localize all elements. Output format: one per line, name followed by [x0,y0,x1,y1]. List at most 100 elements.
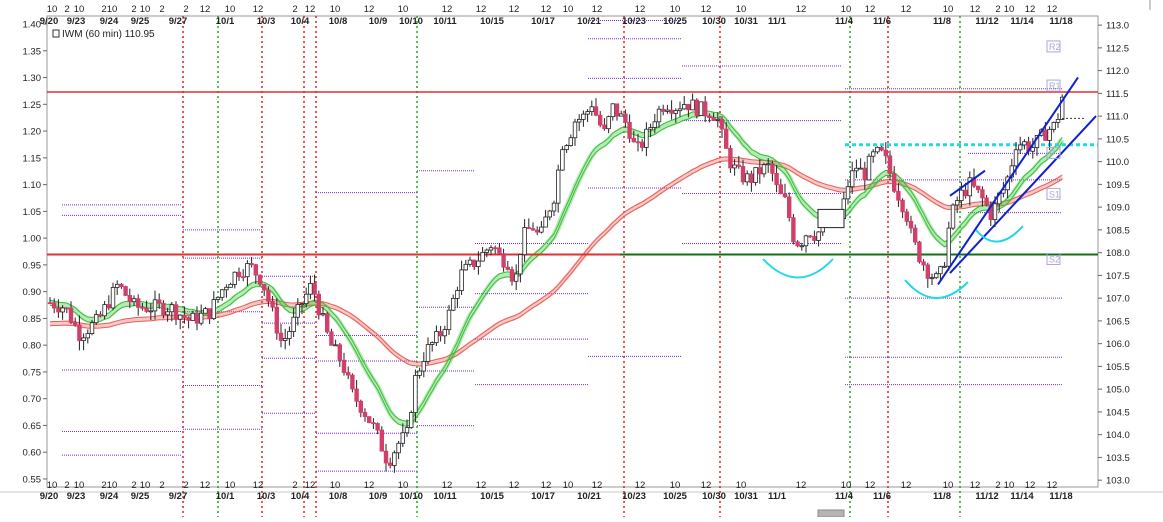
candle-body [648,127,653,130]
x-date-label-top: 10/25 [663,16,687,27]
candle-body [404,427,410,434]
candle-body [1047,128,1052,141]
candle-body [791,217,796,243]
right-axis-label: 103.0 [1106,476,1130,487]
candle-body [665,109,670,112]
x-hour-label-bottom: 12 [442,480,453,491]
pivot-label-box [1046,252,1061,265]
x-hour-label-top: 12 [701,4,712,15]
x-date-label-bottom: 9/23 [67,491,86,502]
x-date-label-bottom: 9/20 [40,491,59,502]
x-date-label-top: 11/6 [873,16,891,27]
x-hour-label-bottom: 10 [670,480,681,491]
right-axis-label: 110.5 [1106,134,1129,145]
x-hour-label-top: 12 [442,4,453,15]
right-axis-label: 106.5 [1106,316,1130,327]
x-hour-label-bottom: 10 [1004,480,1015,491]
x-date-label-top: 11/18 [1049,16,1072,27]
candle-body [392,452,397,466]
right-axis-label: 107.5 [1106,271,1130,282]
candle-body [211,299,216,320]
candle-body [417,370,422,376]
right-axis-label: 112.0 [1106,66,1129,77]
x-hour-label-bottom: 12 [1047,480,1058,491]
left-axis-label: 1.35 [23,46,42,57]
candle-body [539,226,544,233]
x-hour-label-top: 12 [200,4,211,15]
candle-body [850,170,855,188]
candle-body [875,146,880,153]
candle-body [598,114,603,126]
pivot-label-box [1046,40,1061,53]
candle-body [677,108,683,112]
right-axis-label: 105.5 [1106,362,1130,373]
candle-body [463,263,468,271]
legend-candle-icon [52,29,60,38]
x-hour-label-top: 2 [101,4,106,15]
candle-body [387,462,393,466]
candle-body [312,283,317,295]
candle-body [656,108,662,123]
x-hour-label-top: 12 [364,4,375,15]
candle-body [892,173,897,192]
candle-body [52,302,57,309]
pivot-label-box [1046,79,1061,92]
candle-body [236,271,242,278]
x-hour-label-bottom: 10 [107,480,118,491]
candle-body [408,412,414,428]
x-hour-label-top: 10 [670,4,681,15]
candle-body [278,332,284,341]
candle-body [303,293,309,305]
right-axis-label: 109.0 [1106,203,1130,214]
x-hour-label-bottom: 2 [995,480,1000,491]
x-date-label-bottom: 10/9 [369,491,388,502]
candle-body [816,231,821,241]
chart-title: IWM (60 min) 110.95 [62,29,155,40]
candle-body [135,298,141,308]
x-hour-label-bottom: 10 [398,480,409,491]
left-axis-label: 0.60 [23,448,42,459]
x-hour-label-top: 10 [225,4,236,15]
candle-body [215,296,221,301]
x-date-label-bottom: 10/15 [480,491,504,502]
x-hour-label-bottom: 12 [476,480,487,491]
candle-body [879,146,884,151]
plot-frame [46,15,1099,488]
x-hour-label-top: 10 [140,4,151,15]
candle-body [81,337,86,342]
x-hour-label-bottom: 10 [47,480,58,491]
candle-body [207,308,212,320]
candle-body [362,411,368,417]
x-hour-label-bottom: 12 [592,480,603,491]
left-axis-label: 0.85 [23,314,42,325]
candle-body [623,113,628,123]
x-date-label-bottom: 10/31 [734,491,758,502]
x-hour-label-top: 2 [292,4,297,15]
right-axis-label: 106.0 [1106,339,1130,350]
candle-body [1060,96,1065,120]
candle-body [156,299,162,304]
right-axis-label: 110.0 [1106,157,1129,168]
candle-body [194,312,200,324]
candle-body [955,200,960,206]
x-date-label-top: 10/17 [531,16,555,27]
x-date-label-top: 10/10 [399,16,423,27]
right-axis-label: 105.0 [1106,385,1130,396]
left-axis-label: 1.40 [23,20,42,31]
x-date-label-top: 10/31 [734,16,758,27]
candle-body [148,310,153,313]
scrollbar-thumb[interactable] [817,509,845,518]
candle-body [119,283,124,288]
candle-body [908,220,914,229]
x-hour-label-top: 2 [64,4,69,15]
candle-body [661,108,666,112]
x-hour-label-top: 2 [131,4,136,15]
x-hour-label-bottom: 10 [736,480,747,491]
x-hour-label-top: 12 [901,4,912,15]
candle-body [698,101,704,116]
candle-body [299,303,305,306]
candle-body [152,299,158,312]
candle-body [68,307,74,323]
x-date-label-bottom: 9/24 [100,491,119,502]
candle-body [177,314,183,320]
